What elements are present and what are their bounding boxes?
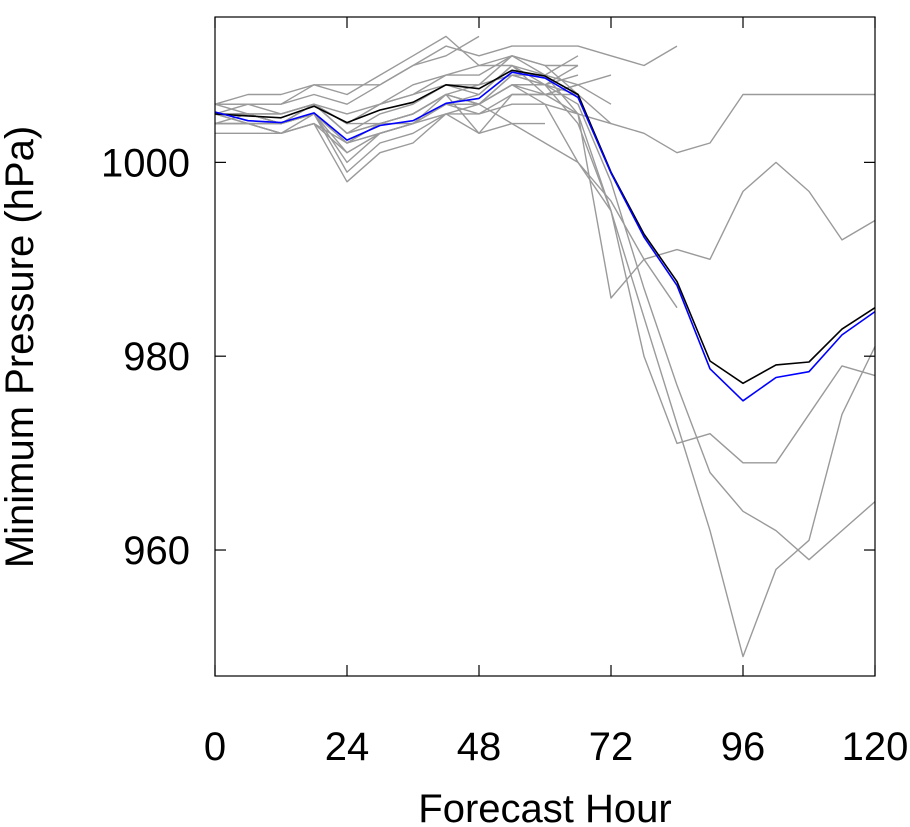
ensemble-member-line-20 [214, 84, 612, 173]
ticks-layer: 0 24 48 72 96 120 960 980 1000 [101, 17, 908, 769]
mean-line [214, 69, 876, 385]
ensemble-member-line-16 [214, 35, 480, 105]
ensemble-member-line-4 [215, 64, 876, 561]
x-tick-label: 48 [457, 725, 502, 769]
ensemble-member-line-21 [478, 103, 678, 309]
x-tick-label: 72 [589, 725, 634, 769]
ensemble-member-line-2 [215, 64, 876, 299]
plot-frame [214, 16, 876, 677]
highlight-line [214, 71, 876, 402]
y-axis-label: Minimum Pressure (hPa) [0, 126, 42, 568]
y-tick-label: 960 [123, 529, 190, 573]
ensemble-member-line-3 [214, 74, 876, 464]
series-layer [214, 35, 876, 658]
y-tick-label: 1000 [101, 141, 190, 185]
x-tick-label: 0 [204, 725, 226, 769]
ensemble-member-line-7 [215, 45, 678, 105]
x-tick-label: 120 [842, 725, 909, 769]
y-tick-label: 980 [123, 335, 190, 379]
x-tick-label: 24 [325, 725, 370, 769]
x-tick-label: 96 [721, 725, 766, 769]
ensemble-member-line-5 [214, 55, 876, 658]
x-axis-label: Forecast Hour [418, 787, 671, 827]
ensemble-member-line-13 [215, 93, 578, 183]
